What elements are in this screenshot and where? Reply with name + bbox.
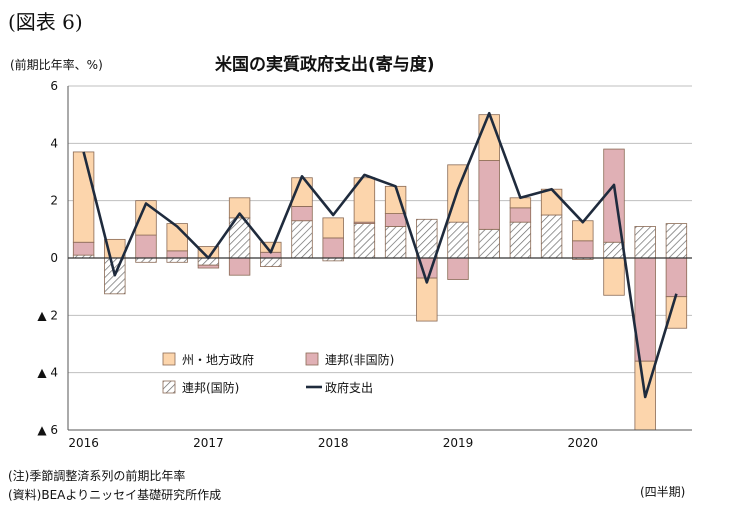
axis-layer: 6 4 2 0 ▲ 2 ▲ 4 ▲ 6 2016 2017 2018 2019 2020 <box>37 79 692 450</box>
bar-segment <box>135 200 157 236</box>
bar-segment <box>416 277 438 322</box>
series-line-total <box>82 111 678 399</box>
bar-segment <box>228 197 251 219</box>
x-tick-label: 2016 <box>68 436 99 450</box>
bar-segment <box>447 221 469 259</box>
legend-label: 政府支出 <box>325 380 373 395</box>
bar-segment <box>509 221 532 259</box>
bar-segment <box>572 220 594 242</box>
bar-segment <box>384 213 407 227</box>
legend-swatch <box>162 380 176 394</box>
y-tick-label: 2 <box>50 194 58 208</box>
bar-segment <box>260 257 282 268</box>
x-tick-label: 2020 <box>568 436 599 450</box>
bar-segment <box>509 197 532 209</box>
unit-label: (前期比年率、%) <box>10 58 103 72</box>
bar-segment <box>72 151 95 243</box>
legend-swatch <box>305 352 319 366</box>
bar-segment <box>665 223 688 259</box>
y-tick-label: ▲ 2 <box>37 308 58 322</box>
bar-segment <box>634 226 656 259</box>
bar-segment <box>665 296 688 329</box>
bar-segment <box>478 228 500 259</box>
note-seasonal: (注)季節調整済系列の前期比年率 <box>8 469 186 483</box>
bar-segment <box>384 226 407 259</box>
bar-segment <box>447 257 469 280</box>
y-tick-label: 4 <box>50 136 58 150</box>
period-label: (四半期) <box>640 485 686 499</box>
y-tick-label: ▲ 6 <box>37 423 58 437</box>
bar-segment <box>509 207 532 223</box>
bar-segment <box>478 160 500 230</box>
legend-swatch <box>162 352 176 366</box>
bar-segment <box>291 205 313 222</box>
bar-segment <box>166 250 188 259</box>
bar-segment <box>540 188 563 216</box>
legend-label: 州・地方政府 <box>182 352 254 367</box>
bar-segment <box>166 257 188 263</box>
legend-label: 連邦(非国防) <box>325 352 394 367</box>
bar-segment <box>665 257 688 298</box>
x-tick-label: 2018 <box>318 436 349 450</box>
chart-title: 米国の実質政府支出(寄与度) <box>215 55 435 75</box>
bar-segment <box>353 177 376 223</box>
y-tick-label: 0 <box>50 251 58 265</box>
bar-segment <box>478 114 500 161</box>
bar-segment <box>322 217 344 239</box>
note-source: (資料)BEAよりニッセイ基礎研究所作成 <box>8 488 222 502</box>
bar-segment <box>291 220 313 259</box>
figure-label: (図表 6) <box>8 10 83 34</box>
line-layer <box>82 111 678 399</box>
bar-segment <box>72 241 95 256</box>
bar-segment <box>197 264 220 269</box>
bar-segment <box>135 234 157 259</box>
x-tick-label: 2019 <box>443 436 474 450</box>
bar-segment <box>353 223 376 259</box>
bar-segment <box>416 218 438 259</box>
y-tick-label: 6 <box>50 79 58 93</box>
bar-segment <box>572 240 594 259</box>
x-tick-label: 2017 <box>193 436 224 450</box>
y-tick-label: ▲ 4 <box>37 366 58 380</box>
bar-segment <box>540 214 563 259</box>
legend: 州・地方政府 連邦(非国防) 連邦(国防) 政府支出 <box>162 352 394 395</box>
bar-segment <box>228 257 251 276</box>
bar-segment <box>322 237 344 259</box>
bar-segment <box>603 257 625 296</box>
bar-segment <box>135 257 157 263</box>
bar-segment <box>603 241 625 259</box>
legend-label: 連邦(国防) <box>182 380 239 395</box>
